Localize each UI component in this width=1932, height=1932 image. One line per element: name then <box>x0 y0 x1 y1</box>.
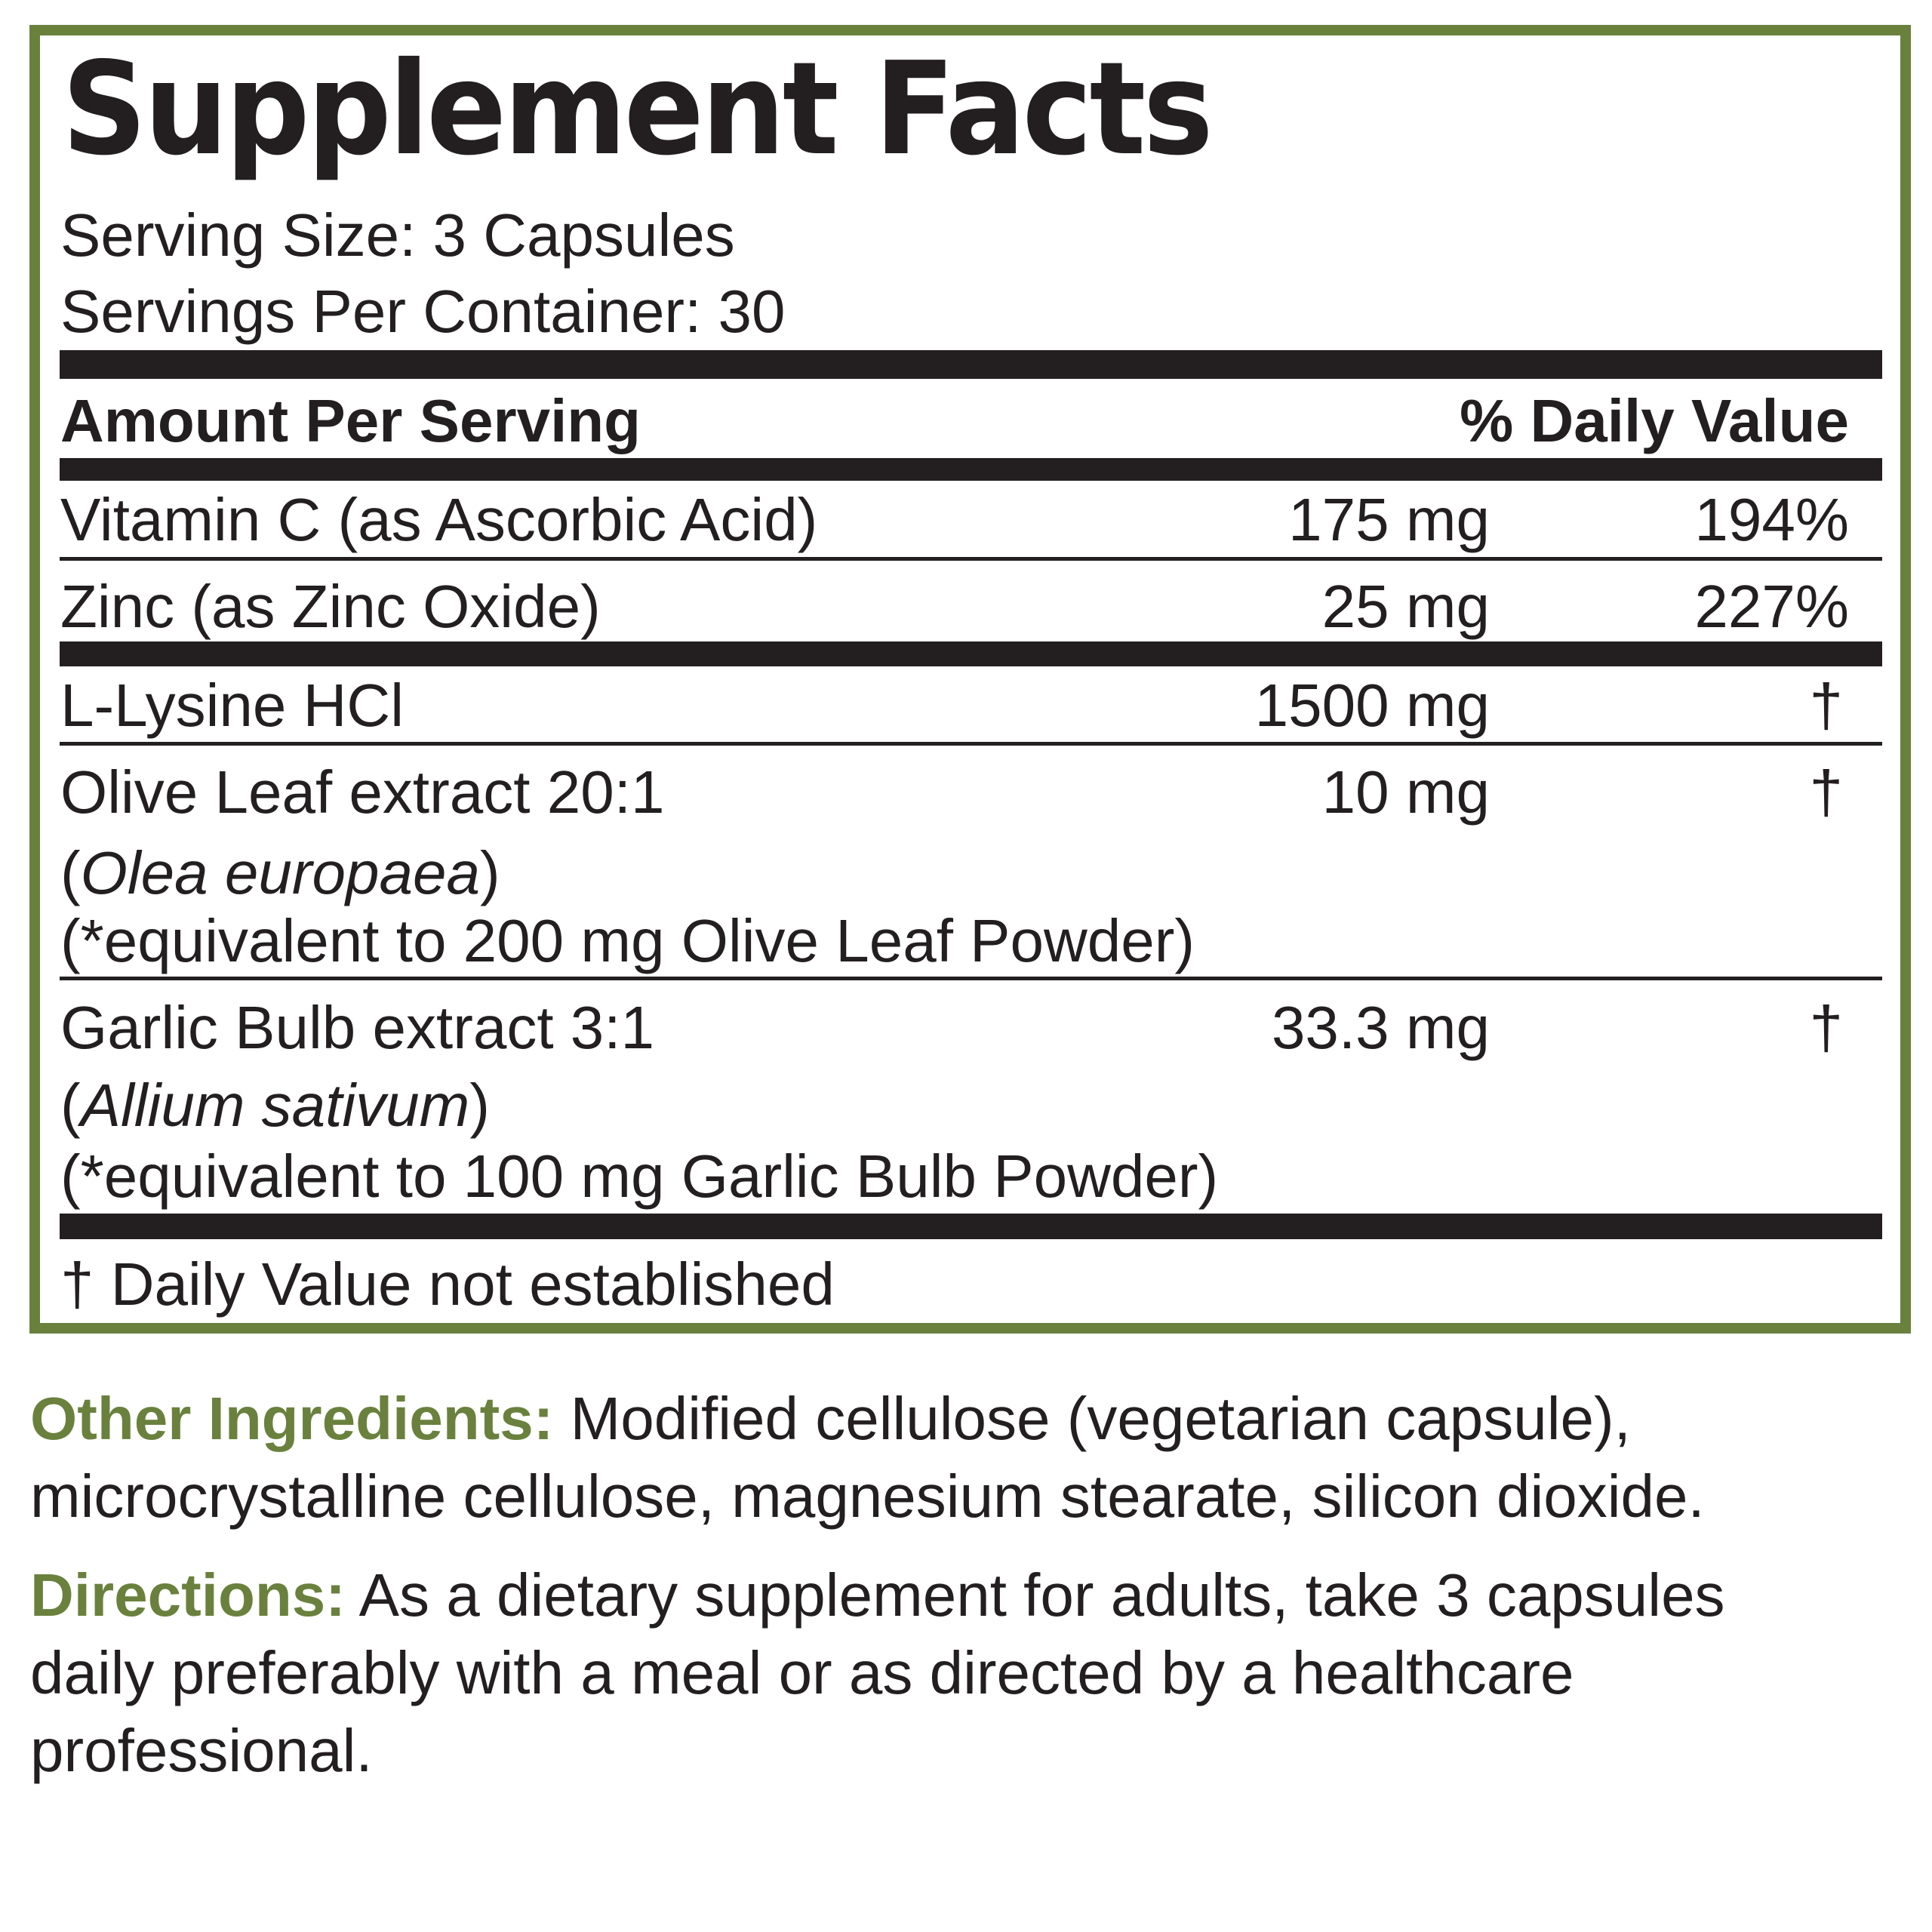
nutrient-amount: 1500 mg <box>1254 672 1490 739</box>
divider-thick <box>60 641 1882 666</box>
divider-thick <box>60 1214 1882 1239</box>
other-ingredients-text: Modified cellulose (vegetarian capsule),… <box>30 1385 1705 1530</box>
nutrient-dv: † <box>1809 672 1844 739</box>
nutrient-amount: 10 mg <box>1321 758 1490 826</box>
directions-label: Directions: <box>30 1561 346 1629</box>
nutrient-equivalent: (*equivalent to 100 mg Garlic Bulb Powde… <box>60 1143 1219 1210</box>
nutrient-equivalent: (*equivalent to 200 mg Olive Leaf Powder… <box>60 907 1195 974</box>
divider-medium <box>60 458 1882 481</box>
daily-value-header: % Daily Value <box>1460 387 1849 454</box>
supplement-facts-panel <box>29 25 1911 1334</box>
latin-name: Olea europaea <box>80 839 480 906</box>
nutrient-dv: 227% <box>1694 573 1849 640</box>
nutrient-dv: † <box>1809 758 1844 826</box>
nutrient-amount: 175 mg <box>1288 486 1490 553</box>
divider-thin <box>60 977 1882 980</box>
nutrient-name: L-Lysine HCl <box>60 672 404 739</box>
nutrient-amount: 33.3 mg <box>1271 994 1490 1061</box>
divider-thin <box>60 557 1882 561</box>
nutrient-name: Vitamin C (as Ascorbic Acid) <box>60 486 818 553</box>
nutrient-name: Garlic Bulb extract 3:1 <box>60 994 654 1061</box>
nutrient-name: Zinc (as Zinc Oxide) <box>60 573 601 640</box>
divider-thick <box>60 350 1882 379</box>
nutrient-latin: (Olea europaea) <box>60 839 500 906</box>
directions-text: As a dietary supplement for adults, take… <box>30 1561 1725 1784</box>
nutrient-name: Olive Leaf extract 20:1 <box>60 758 665 826</box>
directions: Directions: As a dietary supplement for … <box>30 1556 1736 1789</box>
panel-title: Supplement Facts <box>62 35 1214 184</box>
footnote: † Daily Value not established <box>60 1251 835 1318</box>
nutrient-dv: 194% <box>1694 486 1849 553</box>
amount-per-serving-header: Amount Per Serving <box>60 387 641 454</box>
nutrient-amount: 25 mg <box>1321 573 1490 640</box>
other-ingredients: Other Ingredients: Modified cellulose (v… <box>30 1380 1917 1535</box>
nutrient-latin: (Allium sativum) <box>60 1072 490 1139</box>
divider-thin <box>60 742 1882 746</box>
other-ingredients-label: Other Ingredients: <box>30 1385 554 1452</box>
nutrient-dv: † <box>1809 994 1844 1061</box>
latin-name: Allium sativum <box>80 1072 470 1139</box>
serving-size: Serving Size: 3 Capsules <box>60 202 735 269</box>
servings-per-container: Servings Per Container: 30 <box>60 278 786 345</box>
